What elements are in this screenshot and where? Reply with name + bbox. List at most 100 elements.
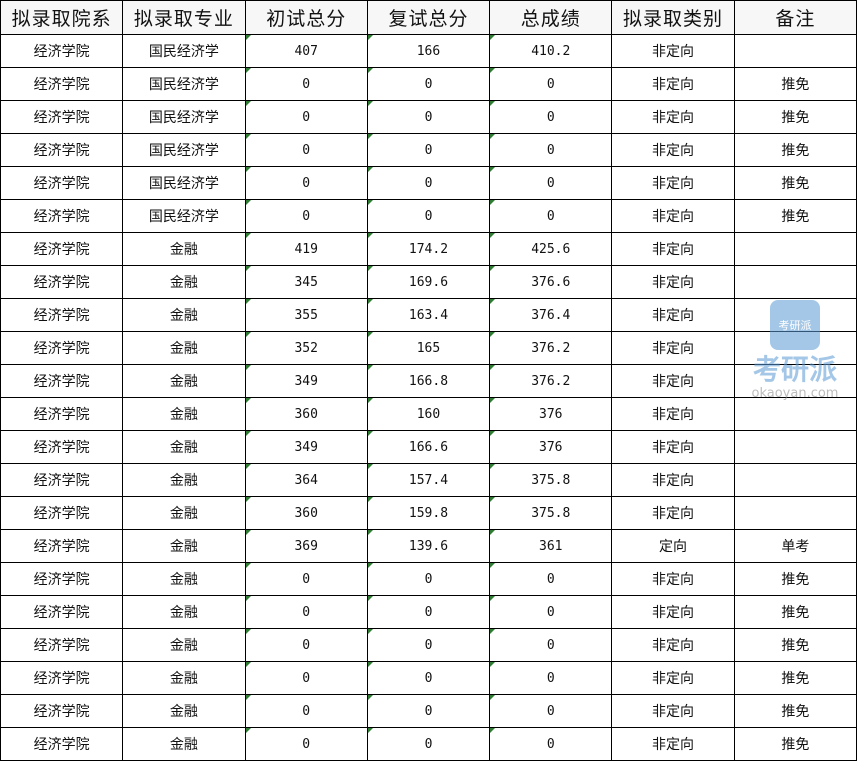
cell-category: 非定向 (611, 100, 735, 134)
header-retest-score: 复试总分 (366, 0, 491, 35)
cell-department: 经济学院 (0, 34, 124, 68)
table-row: 经济学院 金融 369 139.6 361 定向 单考 (0, 529, 857, 563)
cell-retest-score: 169.6 (366, 265, 491, 299)
cell-prelim-score: 0 (244, 727, 368, 761)
cell-remark: 推免 (733, 727, 857, 761)
cell-remark: 推免 (733, 100, 857, 134)
cell-department: 经济学院 (0, 166, 124, 200)
cell-retest-score: 0 (366, 166, 491, 200)
header-major: 拟录取专业 (122, 0, 246, 35)
cell-remark: 推免 (733, 133, 857, 167)
cell-total-score: 0 (489, 100, 613, 134)
cell-remark: 推免 (733, 199, 857, 233)
cell-total-score: 376.2 (489, 331, 613, 365)
cell-remark: 推免 (733, 67, 857, 101)
cell-remark (733, 34, 857, 68)
cell-total-score: 425.6 (489, 232, 613, 266)
cell-major: 金融 (122, 265, 246, 299)
cell-remark: 推免 (733, 166, 857, 200)
cell-prelim-score: 345 (244, 265, 368, 299)
cell-prelim-score: 0 (244, 661, 368, 695)
cell-category: 非定向 (611, 232, 735, 266)
cell-retest-score: 0 (366, 562, 491, 596)
cell-prelim-score: 0 (244, 562, 368, 596)
table-row: 经济学院 国民经济学 0 0 0 非定向 推免 (0, 166, 857, 200)
table-row: 经济学院 金融 349 166.6 376 非定向 (0, 430, 857, 464)
table-row: 经济学院 金融 419 174.2 425.6 非定向 (0, 232, 857, 266)
cell-department: 经济学院 (0, 67, 124, 101)
cell-prelim-score: 364 (244, 463, 368, 497)
cell-remark (733, 397, 857, 431)
cell-major: 金融 (122, 595, 246, 629)
header-row: 拟录取院系 拟录取专业 初试总分 复试总分 总成绩 拟录取类别 备注 (0, 0, 857, 35)
table-row: 经济学院 国民经济学 0 0 0 非定向 推免 (0, 67, 857, 101)
table-row: 经济学院 金融 0 0 0 非定向 推免 (0, 727, 857, 761)
table-row: 经济学院 金融 364 157.4 375.8 非定向 (0, 463, 857, 497)
cell-total-score: 0 (489, 694, 613, 728)
table-row: 经济学院 国民经济学 0 0 0 非定向 推免 (0, 199, 857, 233)
cell-retest-score: 166.6 (366, 430, 491, 464)
cell-category: 非定向 (611, 562, 735, 596)
cell-department: 经济学院 (0, 727, 124, 761)
cell-major: 金融 (122, 661, 246, 695)
cell-retest-score: 139.6 (366, 529, 491, 563)
cell-major: 金融 (122, 496, 246, 530)
cell-category: 非定向 (611, 628, 735, 662)
cell-retest-score: 0 (366, 199, 491, 233)
table-row: 经济学院 金融 345 169.6 376.6 非定向 (0, 265, 857, 299)
cell-major: 金融 (122, 694, 246, 728)
cell-remark (733, 430, 857, 464)
cell-retest-score: 0 (366, 100, 491, 134)
cell-prelim-score: 349 (244, 364, 368, 398)
cell-remark (733, 232, 857, 266)
cell-major: 金融 (122, 298, 246, 332)
cell-department: 经济学院 (0, 265, 124, 299)
cell-category: 非定向 (611, 166, 735, 200)
cell-remark: 推免 (733, 628, 857, 662)
cell-prelim-score: 0 (244, 100, 368, 134)
cell-major: 金融 (122, 628, 246, 662)
cell-prelim-score: 407 (244, 34, 368, 68)
cell-department: 经济学院 (0, 430, 124, 464)
cell-total-score: 376 (489, 430, 613, 464)
cell-major: 国民经济学 (122, 100, 246, 134)
table-row: 经济学院 金融 349 166.8 376.2 非定向 (0, 364, 857, 398)
cell-department: 经济学院 (0, 232, 124, 266)
cell-category: 非定向 (611, 694, 735, 728)
cell-major: 国民经济学 (122, 166, 246, 200)
cell-retest-score: 166 (366, 34, 491, 68)
cell-category: 非定向 (611, 496, 735, 530)
cell-prelim-score: 0 (244, 166, 368, 200)
table-row: 经济学院 金融 360 159.8 375.8 非定向 (0, 496, 857, 530)
cell-remark (733, 463, 857, 497)
cell-major: 金融 (122, 562, 246, 596)
cell-total-score: 376 (489, 397, 613, 431)
cell-remark (733, 331, 857, 365)
table-row: 经济学院 国民经济学 407 166 410.2 非定向 (0, 34, 857, 68)
cell-remark (733, 298, 857, 332)
cell-department: 经济学院 (0, 661, 124, 695)
cell-remark: 推免 (733, 661, 857, 695)
cell-retest-score: 157.4 (366, 463, 491, 497)
cell-prelim-score: 360 (244, 397, 368, 431)
cell-department: 经济学院 (0, 133, 124, 167)
cell-category: 非定向 (611, 34, 735, 68)
cell-total-score: 0 (489, 133, 613, 167)
cell-department: 经济学院 (0, 496, 124, 530)
cell-department: 经济学院 (0, 628, 124, 662)
cell-prelim-score: 369 (244, 529, 368, 563)
cell-major: 金融 (122, 397, 246, 431)
cell-major: 金融 (122, 331, 246, 365)
table-row: 经济学院 金融 360 160 376 非定向 (0, 397, 857, 431)
cell-prelim-score: 352 (244, 331, 368, 365)
cell-department: 经济学院 (0, 364, 124, 398)
table-row: 经济学院 金融 355 163.4 376.4 非定向 (0, 298, 857, 332)
cell-remark (733, 364, 857, 398)
cell-retest-score: 159.8 (366, 496, 491, 530)
table-row: 经济学院 金融 0 0 0 非定向 推免 (0, 595, 857, 629)
cell-prelim-score: 360 (244, 496, 368, 530)
cell-department: 经济学院 (0, 397, 124, 431)
cell-department: 经济学院 (0, 529, 124, 563)
cell-retest-score: 165 (366, 331, 491, 365)
